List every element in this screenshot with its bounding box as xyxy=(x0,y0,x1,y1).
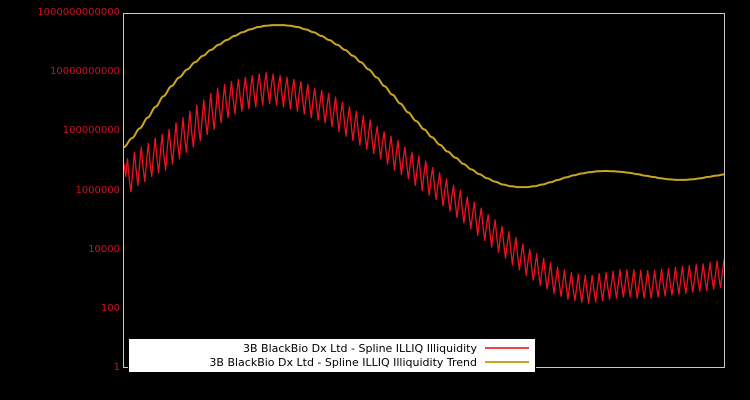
legend-label-illiquidity-trend: 3B BlackBio Dx Ltd - Spline ILLIQ Illiqu… xyxy=(209,355,477,369)
chart-legend: 3B BlackBio Dx Ltd - Spline ILLIQ Illiqu… xyxy=(128,338,536,373)
legend-item-illiquidity-trend: 3B BlackBio Dx Ltd - Spline ILLIQ Illiqu… xyxy=(133,355,531,369)
y-tick-label: 1000000 xyxy=(75,184,120,196)
plot-area xyxy=(123,13,725,368)
y-tick-label: 1000000000000 xyxy=(37,7,120,18)
y-axis-tick-labels: 1000000000000 10000000000 100000000 1000000… xyxy=(0,0,120,400)
y-tick-label: 1 xyxy=(113,362,120,373)
legend-item-illiquidity: 3B BlackBio Dx Ltd - Spline ILLIQ Illiqu… xyxy=(133,341,531,355)
y-tick-label: 10000000000 xyxy=(50,66,120,78)
trend-line-series xyxy=(124,25,724,187)
chart-canvas xyxy=(124,14,724,367)
illiquidity-line-series xyxy=(124,73,724,303)
y-tick-label: 100000000 xyxy=(62,125,120,137)
legend-swatch-illiquidity-trend xyxy=(485,361,529,363)
y-tick-label: 10000 xyxy=(88,243,120,255)
legend-swatch-illiquidity xyxy=(485,347,529,349)
y-tick-label: 100 xyxy=(100,302,120,314)
legend-label-illiquidity: 3B BlackBio Dx Ltd - Spline ILLIQ Illiqu… xyxy=(243,341,477,355)
